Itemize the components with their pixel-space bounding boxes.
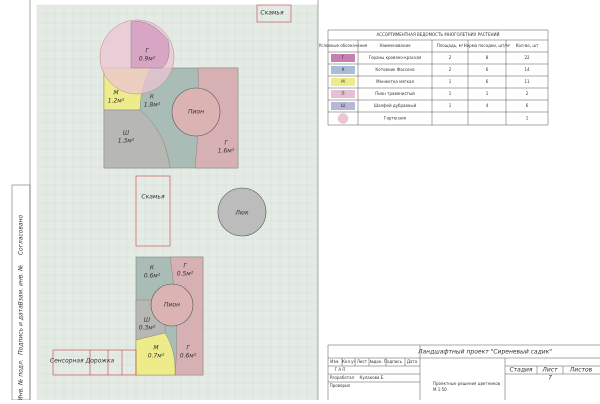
- table-name: Гортензия: [384, 116, 407, 121]
- developer: Кулакова Е.: [360, 375, 385, 380]
- bench-label: Скамья: [141, 194, 165, 201]
- table-cell: 2: [526, 91, 529, 96]
- bench-label: Скамья: [260, 10, 284, 17]
- table-cell: 2: [449, 67, 452, 72]
- table-code: К: [342, 67, 345, 72]
- column-header: Подпись: [384, 359, 403, 364]
- bed-code: М: [153, 345, 159, 352]
- bed-code: К: [150, 94, 155, 101]
- table-name: Пион травянистый: [375, 91, 415, 96]
- table-header: Площадь, м²: [437, 43, 464, 48]
- margin-label: Инв. № подл.: [18, 359, 25, 400]
- bed-area: 0.6м²: [180, 353, 197, 360]
- table-code: П: [341, 91, 344, 96]
- stage-header: Листов: [569, 367, 593, 374]
- sheet-title: Проектные решения цветников: [433, 381, 501, 386]
- bed-area: 1.2м²: [108, 98, 125, 105]
- column-header: Изм.: [330, 359, 339, 364]
- role: Проверил: [330, 383, 351, 388]
- table-cell: 1: [449, 103, 452, 108]
- column-header: №док.: [369, 359, 382, 364]
- table-header: Кол-во, шт: [516, 43, 539, 48]
- swatch-hydrangea: [338, 114, 348, 124]
- bed-code: Ш: [123, 130, 130, 137]
- path-label: Сенсорная Дорожка: [50, 358, 115, 365]
- bed-area: 0.6м²: [144, 273, 161, 280]
- table-cell: 22: [524, 55, 530, 60]
- table-cell: 6: [526, 103, 529, 108]
- bed-code: М: [113, 90, 119, 97]
- bed-code: Ш: [144, 317, 151, 324]
- bed-area: 0.9м²: [139, 56, 156, 63]
- table-cell: 1: [449, 91, 452, 96]
- table-name: Манжетка мягкая: [376, 79, 414, 84]
- margin-label: Подпись и дата: [18, 305, 25, 355]
- gap-label: Г А П: [335, 367, 346, 372]
- bed-area: 1.6м²: [218, 148, 235, 155]
- table-name: Гераны кровяно-красная: [369, 55, 422, 60]
- table-name: Котовник Фассена: [375, 67, 415, 72]
- sheet-number: 7: [548, 375, 552, 382]
- column-header: Кол.уч: [342, 359, 356, 364]
- margin-label: Взам. инв. №: [18, 265, 25, 306]
- hatch-label: Люк: [234, 210, 249, 217]
- bed-area: 1.3м²: [118, 138, 135, 145]
- table-cell: 8: [486, 55, 489, 60]
- table-name: Шалфей дубравный: [374, 103, 417, 108]
- table-cell: 6: [486, 79, 489, 84]
- table-header: Условные обозначения: [319, 43, 368, 48]
- table-cell: 1: [526, 116, 529, 121]
- project-title: Ландшафтный проект "Сиреневый садик": [417, 349, 552, 356]
- table-code: М: [341, 79, 345, 84]
- bed-area: 0.7м²: [148, 353, 165, 360]
- stage-header: Лист: [541, 367, 558, 374]
- table-code: Ш: [341, 103, 345, 108]
- bed-area: 0.3м²: [139, 325, 156, 332]
- peony-label: Пион: [188, 109, 204, 116]
- table-title: АССОРТИМЕНТНАЯ ВЕДОМОСТЬ МНОГОЛЕТНИХ РАС…: [376, 32, 499, 37]
- margin-label: Согласовано: [18, 215, 25, 256]
- scale: М 1:50: [433, 387, 447, 392]
- table-header: Наименование: [379, 43, 411, 48]
- bed-code: К: [150, 265, 155, 272]
- table-cell: 1: [449, 79, 452, 84]
- table-cell: 11: [524, 79, 530, 84]
- stage-header: Стадия: [509, 367, 532, 374]
- table-cell: 2: [449, 55, 452, 60]
- table-cell: 4: [486, 103, 489, 108]
- bed-area: 0.5м²: [177, 271, 194, 278]
- column-header: Лист: [357, 359, 368, 364]
- table-header: Норма посадки, шт/м²: [464, 43, 511, 48]
- table-cell: 1: [486, 91, 489, 96]
- bed-area: 1.8м²: [144, 102, 161, 109]
- column-header: Дата: [407, 359, 418, 364]
- table-cell: 14: [524, 67, 530, 72]
- role: Разработал: [330, 375, 355, 380]
- table-cell: 6: [486, 67, 489, 72]
- peony-label: Пион: [164, 302, 180, 309]
